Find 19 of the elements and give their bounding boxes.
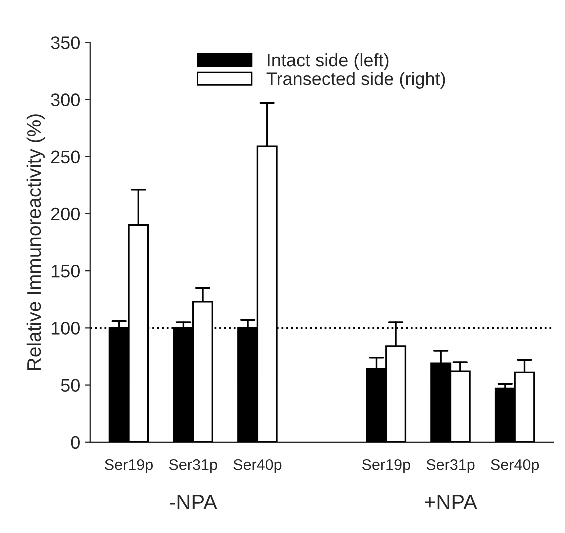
x-tick-label: Ser31p (169, 459, 218, 474)
x-tick-label: Ser40p (234, 459, 282, 474)
y-tick-label: 350 (51, 36, 80, 50)
y-tick-label: 50 (61, 379, 80, 392)
x-tick-label: Ser19p (362, 459, 410, 474)
legend-label: Intact side (left) (268, 53, 389, 70)
y-tick-label: 150 (52, 265, 80, 278)
y-axis-title: Relative Immunoreactivity (%) (26, 114, 45, 370)
x-tick-label: Ser19p (105, 459, 153, 474)
x-tick-label: Ser31p (426, 459, 475, 474)
y-tick-label: 100 (52, 322, 80, 335)
y-tick-label: 300 (51, 94, 80, 106)
text: -NPA (170, 495, 218, 510)
y-tick-label: 0 (71, 436, 80, 450)
x-tick-label: Ser40p (491, 459, 540, 474)
legend-label: Transected side (right) (266, 72, 446, 89)
y-tick-label: 200 (51, 208, 80, 221)
y-tick-label: 250 (51, 150, 80, 164)
text: +NPA (425, 495, 478, 510)
